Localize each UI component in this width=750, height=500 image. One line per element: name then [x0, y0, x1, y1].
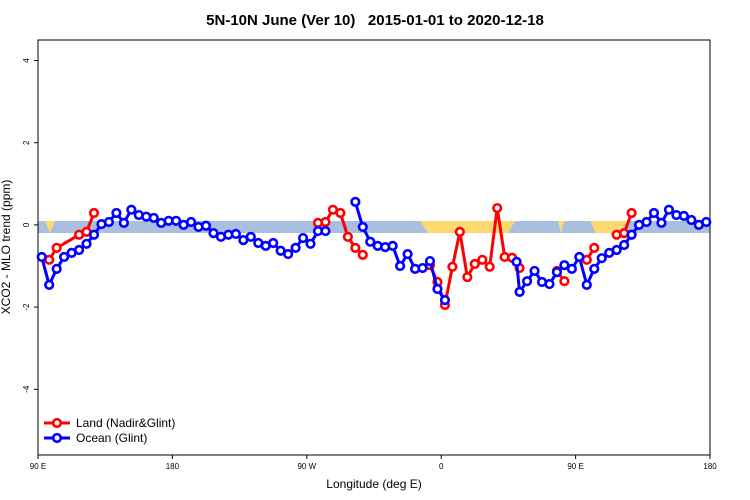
point — [357, 221, 368, 233]
point — [320, 216, 331, 228]
point — [462, 271, 473, 283]
point — [492, 202, 503, 214]
point — [521, 276, 533, 287]
point — [230, 228, 241, 240]
point — [357, 249, 368, 260]
point — [626, 229, 637, 240]
point — [245, 231, 256, 242]
point — [511, 256, 522, 267]
plot-frame — [37, 39, 711, 456]
point — [454, 226, 465, 237]
point — [320, 225, 331, 237]
x-tick-label: 0 — [439, 462, 444, 471]
point — [626, 207, 637, 219]
point — [365, 236, 376, 247]
y-tick-label: 4 — [22, 58, 31, 63]
point — [648, 207, 660, 219]
point — [297, 232, 309, 244]
point — [350, 196, 361, 207]
point — [387, 240, 398, 251]
legend-marker — [51, 432, 63, 444]
point — [88, 207, 100, 219]
point — [335, 207, 346, 219]
point — [36, 251, 47, 263]
point — [185, 216, 197, 228]
point — [611, 244, 622, 256]
point — [686, 214, 697, 226]
point — [290, 242, 301, 254]
point — [514, 286, 525, 297]
land-patches — [45, 221, 630, 233]
legend-label: Land (Nadir&Glint) — [76, 416, 175, 430]
point — [118, 217, 129, 228]
point — [566, 263, 577, 274]
point — [447, 261, 458, 272]
point — [268, 237, 279, 249]
point — [596, 253, 607, 264]
point — [678, 210, 689, 221]
point — [581, 279, 592, 290]
x-tick-label: 180 — [703, 462, 717, 471]
point — [208, 228, 219, 239]
point — [641, 216, 652, 228]
chart-title: 5N-10N June (Ver 10) 2015-01-01 to 2020-… — [206, 12, 544, 29]
point — [44, 279, 55, 290]
point — [51, 242, 62, 254]
y-tick-label: 0 — [22, 222, 31, 227]
point — [574, 251, 585, 263]
point — [73, 244, 85, 256]
point — [701, 216, 712, 228]
point — [439, 294, 451, 306]
point — [417, 262, 428, 274]
point — [59, 251, 70, 263]
point — [663, 204, 675, 215]
legend-label: Ocean (Glint) — [76, 431, 147, 445]
point — [395, 260, 406, 272]
point — [469, 258, 480, 270]
point — [619, 239, 630, 251]
x-tick-label: 180 — [166, 462, 180, 471]
y-tick-label: -4 — [22, 385, 31, 393]
point — [432, 283, 443, 295]
y-axis-label: XCO2 - MLO trend (ppm) — [0, 180, 13, 315]
point — [171, 215, 182, 226]
point — [529, 265, 540, 277]
point — [559, 276, 570, 287]
point — [148, 212, 159, 224]
point — [88, 229, 100, 240]
point — [402, 248, 413, 260]
point — [589, 242, 600, 254]
point — [51, 263, 62, 274]
point — [81, 238, 92, 249]
point — [283, 248, 294, 260]
x-axis-label: Longitude (deg E) — [326, 477, 421, 491]
point — [103, 216, 115, 228]
x-tick-label: 90 E — [30, 462, 46, 471]
point — [126, 204, 137, 215]
point — [200, 220, 212, 231]
legend-marker — [51, 417, 63, 429]
point — [544, 278, 555, 290]
point — [484, 261, 495, 272]
x-tick-label: 90 E — [567, 462, 583, 471]
point — [111, 207, 122, 219]
point — [559, 260, 570, 271]
y-tick-label: -2 — [22, 303, 31, 311]
point — [342, 231, 353, 242]
point — [477, 254, 488, 265]
point — [551, 267, 563, 278]
y-tick-label: 2 — [22, 140, 31, 145]
point — [656, 217, 667, 228]
x-tick-label: 90 W — [297, 462, 316, 471]
point — [424, 255, 436, 267]
point — [589, 263, 600, 274]
point — [350, 242, 361, 254]
point — [305, 238, 316, 249]
